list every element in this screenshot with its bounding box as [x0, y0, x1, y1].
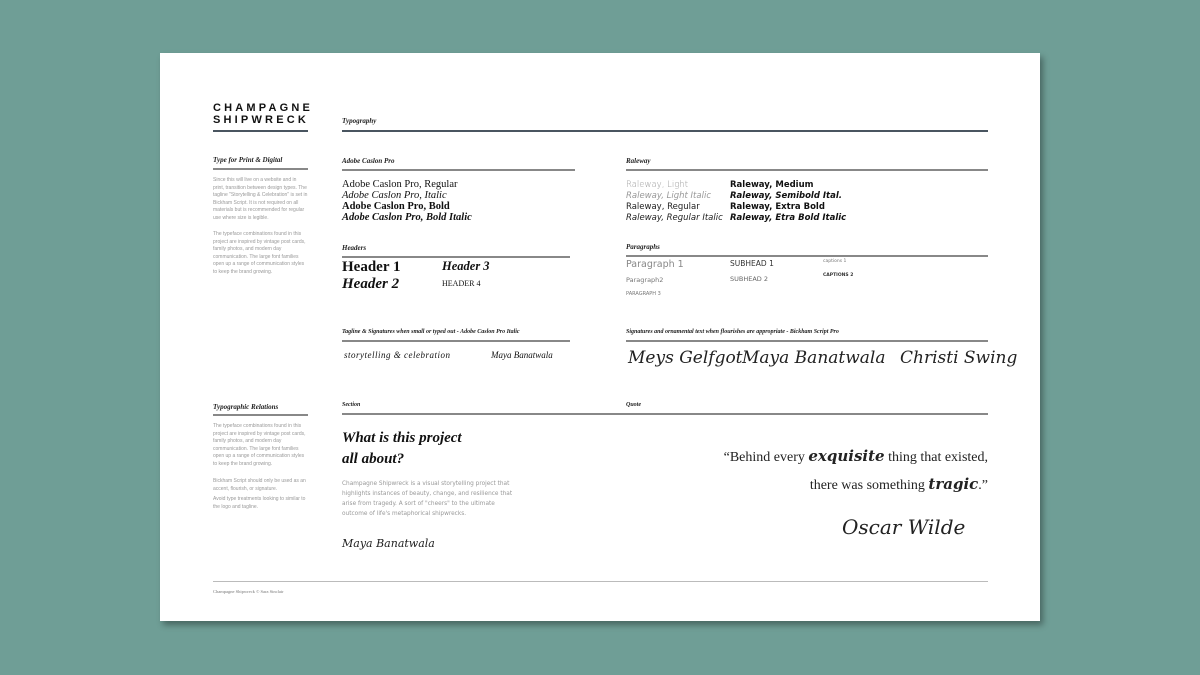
sample-bold: Adobe Caslon Pro, Bold	[342, 201, 450, 212]
divider	[342, 256, 570, 258]
quote-part: thing that existed,	[884, 450, 988, 465]
divider	[213, 168, 308, 170]
quote-author: Oscar Wilde	[842, 515, 966, 539]
caslon-samples: Adobe Caslon Pro, Regular Adobe Caslon P…	[342, 179, 472, 223]
tagline-heading: Tagline & Signatures when small or typed…	[342, 329, 520, 335]
quote-part: “Behind every	[723, 450, 809, 465]
caslon-heading: Adobe Caslon Pro	[342, 157, 395, 165]
paragraphs-heading: Paragraphs	[626, 243, 660, 251]
sidebar-type-p1: Since this will live on a website and in…	[213, 177, 308, 221]
footer-divider	[213, 581, 988, 582]
divider	[213, 130, 308, 132]
section-body: Champagne Shipwreck is a visual storytel…	[342, 481, 513, 517]
sample-italic: Adobe Caslon Pro, Italic	[342, 190, 447, 201]
tagline-name: Maya Banatwala	[491, 350, 553, 360]
sample-medium: Raleway, Medium	[730, 180, 814, 190]
signature-1: Meys Gelfgot	[628, 348, 743, 368]
divider	[626, 340, 988, 342]
sample-extra-bold: Raleway, Extra Bold	[730, 202, 825, 212]
raleway-heading: Raleway	[626, 157, 651, 165]
logo-line-1: CHAMPAGNE	[213, 102, 314, 114]
sample-regular-italic: Raleway, Regular Italic	[626, 213, 723, 223]
style-guide-page: CHAMPAGNE SHIPWRECK Typography Type for …	[160, 53, 1040, 621]
divider	[632, 413, 988, 415]
sample-semibold-italic: Raleway, Semibold Ital.	[730, 191, 842, 201]
quote-emphasis: tragic	[928, 475, 979, 493]
paragraph-1: Paragraph 1	[626, 259, 684, 270]
page-title: Typography	[342, 117, 377, 125]
captions-2: CAPTIONS 2	[823, 273, 854, 278]
logo-line-2: SHIPWRECK	[213, 114, 310, 126]
divider	[626, 255, 988, 257]
section-title-line-2: all about?	[342, 451, 405, 467]
sample-light: Raleway, Light	[626, 180, 689, 190]
quote-part: .”	[978, 478, 988, 493]
header-4: HEADER 4	[442, 279, 481, 288]
divider	[342, 340, 570, 342]
sample-extra-bold-italic: Raleway, Etra Bold Italic	[730, 213, 847, 223]
captions-1: captions 1	[823, 259, 847, 264]
header-3: Header 3	[442, 259, 490, 273]
sample-regular: Raleway, Regular	[626, 202, 700, 212]
subhead-1: SUBHEAD 1	[730, 259, 774, 268]
paragraph-2: Paragraph2	[626, 276, 664, 284]
signature-2: Maya Banatwala	[742, 348, 886, 368]
quote-part: there was something	[809, 478, 929, 493]
quote-text: “Behind every exquisite thing that exist…	[724, 443, 988, 499]
sample-light-italic: Raleway, Light Italic	[626, 191, 711, 201]
divider	[342, 130, 988, 132]
signature-3: Christi Swing	[900, 348, 1018, 368]
paragraph-3: PARAGRAPH 3	[626, 291, 661, 297]
subhead-2: SUBHEAD 2	[730, 275, 768, 283]
header-2: Header 2	[342, 276, 400, 292]
divider	[342, 169, 575, 171]
quote-emphasis: exquisite	[808, 447, 885, 465]
sidebar-rel-p2: Bickham Script should only be used as an…	[213, 478, 306, 492]
sidebar-rel-p3: Avoid type treatments looking to similar…	[213, 496, 306, 510]
divider	[342, 413, 632, 415]
section-heading: Section	[342, 402, 361, 408]
header-1: Header 1	[342, 259, 401, 275]
sample-bold-italic: Adobe Caslon Pro, Bold Italic	[342, 212, 472, 223]
footer-text: Champagne Shipwreck © Sara Sinclair	[213, 589, 284, 594]
raleway-samples-right: Raleway, Medium Raleway, Semibold Ital. …	[730, 180, 846, 224]
sidebar-relations-heading: Typographic Relations	[213, 403, 279, 411]
section-signature: Maya Banatwala	[342, 537, 435, 550]
signatures-heading: Signatures and ornamental text when flou…	[626, 329, 839, 335]
logo: CHAMPAGNE SHIPWRECK	[213, 102, 313, 126]
tagline-text: storytelling & celebration	[344, 350, 451, 360]
divider	[626, 169, 988, 171]
section-title-line-1: What is this project	[342, 430, 462, 446]
sidebar-type-p2: The typeface combinations found in this …	[213, 231, 306, 275]
raleway-samples-left: Raleway, Light Raleway, Light Italic Ral…	[626, 180, 723, 224]
quote-heading: Quote	[626, 402, 641, 408]
sidebar-rel-p1: The typeface combinations found in this …	[213, 423, 306, 467]
headers-heading: Headers	[342, 244, 367, 252]
sidebar-type-heading: Type for Print & Digital	[213, 156, 283, 164]
section-title: What is this project all about?	[342, 428, 462, 470]
divider	[213, 414, 308, 416]
sample-regular: Adobe Caslon Pro, Regular	[342, 179, 458, 190]
